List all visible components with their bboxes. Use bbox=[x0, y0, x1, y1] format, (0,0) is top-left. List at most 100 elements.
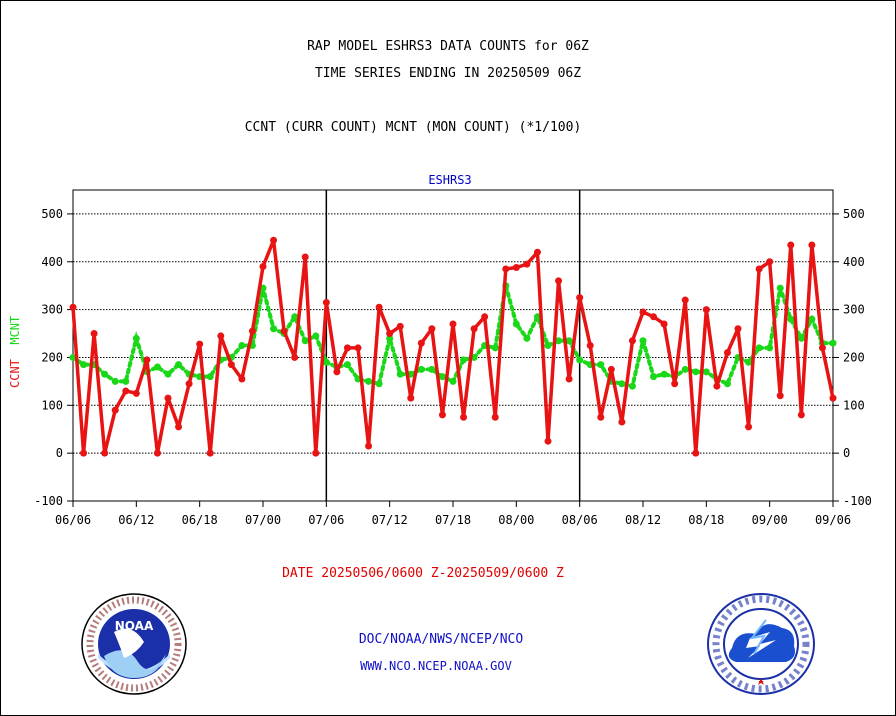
noaa-logo: NOAA bbox=[81, 593, 187, 695]
point-ccnt bbox=[196, 340, 204, 348]
point-ccnt bbox=[702, 306, 710, 314]
x-tick-label: 06/06 bbox=[55, 513, 91, 527]
point-ccnt bbox=[291, 353, 299, 361]
national-weather-service-logo bbox=[707, 593, 815, 695]
point-mcnt bbox=[111, 377, 119, 385]
point-ccnt bbox=[597, 413, 605, 421]
point-mcnt bbox=[301, 337, 309, 345]
point-ccnt bbox=[734, 325, 742, 333]
point-ccnt bbox=[692, 449, 700, 457]
point-ccnt bbox=[386, 330, 394, 338]
point-mcnt bbox=[523, 334, 531, 342]
point-ccnt bbox=[650, 313, 658, 321]
point-ccnt bbox=[80, 449, 88, 457]
x-tick-label: 07/12 bbox=[372, 513, 408, 527]
point-ccnt bbox=[227, 361, 235, 369]
point-mcnt bbox=[491, 344, 499, 352]
point-ccnt bbox=[818, 344, 826, 352]
point-ccnt bbox=[586, 342, 594, 349]
point-ccnt bbox=[111, 406, 119, 414]
point-mcnt bbox=[312, 332, 320, 340]
point-mcnt bbox=[555, 337, 563, 345]
point-ccnt bbox=[122, 387, 130, 395]
point-mcnt bbox=[650, 373, 658, 381]
point-ccnt bbox=[491, 413, 499, 421]
panel-label: ESHRS3 bbox=[428, 173, 472, 187]
point-ccnt bbox=[776, 392, 784, 400]
point-mcnt bbox=[417, 365, 425, 373]
point-ccnt bbox=[628, 337, 636, 345]
point-ccnt bbox=[322, 298, 330, 306]
y-tick-label-left: 200 bbox=[41, 350, 63, 364]
x-tick-label: 09/06 bbox=[815, 513, 851, 527]
point-ccnt bbox=[766, 258, 774, 266]
point-ccnt bbox=[797, 411, 805, 419]
point-mcnt bbox=[755, 344, 763, 352]
point-mcnt bbox=[438, 373, 446, 381]
point-ccnt bbox=[417, 339, 425, 347]
point-mcnt bbox=[122, 377, 130, 385]
series-line-ccnt bbox=[71, 238, 835, 455]
point-ccnt bbox=[681, 296, 689, 304]
plot-frame bbox=[72, 189, 834, 502]
point-ccnt bbox=[301, 253, 309, 261]
point-ccnt bbox=[333, 368, 341, 376]
point-mcnt bbox=[238, 342, 246, 349]
y-tick-label-left: 300 bbox=[41, 303, 63, 317]
point-ccnt bbox=[396, 322, 404, 330]
chart-title-line1: RAP MODEL ESHRS3 DATA COUNTS for 06Z bbox=[307, 39, 589, 54]
point-ccnt bbox=[259, 263, 267, 271]
x-tick-label: 08/12 bbox=[625, 513, 661, 527]
point-mcnt bbox=[692, 368, 700, 376]
point-ccnt bbox=[90, 330, 98, 338]
point-mcnt bbox=[576, 356, 584, 364]
point-mcnt bbox=[322, 358, 330, 366]
point-mcnt bbox=[533, 313, 541, 321]
y-tick-label-right: -100 bbox=[843, 494, 872, 508]
point-ccnt bbox=[470, 325, 478, 333]
x-tick-label: 08/00 bbox=[498, 513, 534, 527]
point-mcnt bbox=[776, 284, 784, 292]
point-ccnt bbox=[375, 303, 383, 311]
point-mcnt bbox=[291, 313, 299, 321]
point-mcnt bbox=[386, 334, 394, 342]
point-mcnt bbox=[175, 361, 183, 369]
point-ccnt bbox=[808, 241, 816, 249]
x-tick-label: 08/06 bbox=[562, 513, 598, 527]
point-ccnt bbox=[460, 413, 468, 421]
point-ccnt bbox=[185, 380, 193, 388]
x-tick-label: 09/00 bbox=[752, 513, 788, 527]
y-tick-label-left: 100 bbox=[41, 398, 63, 412]
point-mcnt bbox=[660, 370, 668, 378]
point-mcnt bbox=[101, 370, 109, 378]
point-ccnt bbox=[153, 449, 161, 457]
y-tick-label-left: 500 bbox=[41, 207, 63, 221]
x-tick-label: 06/18 bbox=[182, 513, 218, 527]
point-ccnt bbox=[449, 320, 457, 328]
point-mcnt bbox=[270, 325, 278, 333]
point-mcnt bbox=[723, 380, 731, 388]
point-ccnt bbox=[512, 264, 520, 272]
point-mcnt bbox=[80, 361, 88, 369]
point-mcnt bbox=[365, 377, 373, 385]
point-ccnt bbox=[544, 437, 552, 445]
point-mcnt bbox=[681, 365, 689, 373]
point-mcnt bbox=[343, 361, 351, 369]
point-ccnt bbox=[523, 260, 531, 268]
point-ccnt bbox=[101, 449, 109, 457]
point-ccnt bbox=[576, 294, 584, 302]
x-tick-label: 06/12 bbox=[118, 513, 154, 527]
point-mcnt bbox=[787, 315, 795, 323]
point-ccnt bbox=[69, 303, 77, 311]
point-ccnt bbox=[533, 248, 541, 256]
y-tick-label-right: 200 bbox=[843, 350, 865, 364]
point-ccnt bbox=[438, 411, 446, 419]
point-ccnt bbox=[481, 313, 489, 321]
y-tick-label-right: 0 bbox=[843, 446, 850, 460]
x-tick-label: 08/18 bbox=[688, 513, 724, 527]
point-ccnt bbox=[143, 356, 151, 364]
point-ccnt bbox=[270, 236, 278, 244]
svg-text:NOAA: NOAA bbox=[115, 619, 154, 633]
point-mcnt bbox=[132, 334, 140, 342]
point-mcnt bbox=[618, 380, 626, 388]
